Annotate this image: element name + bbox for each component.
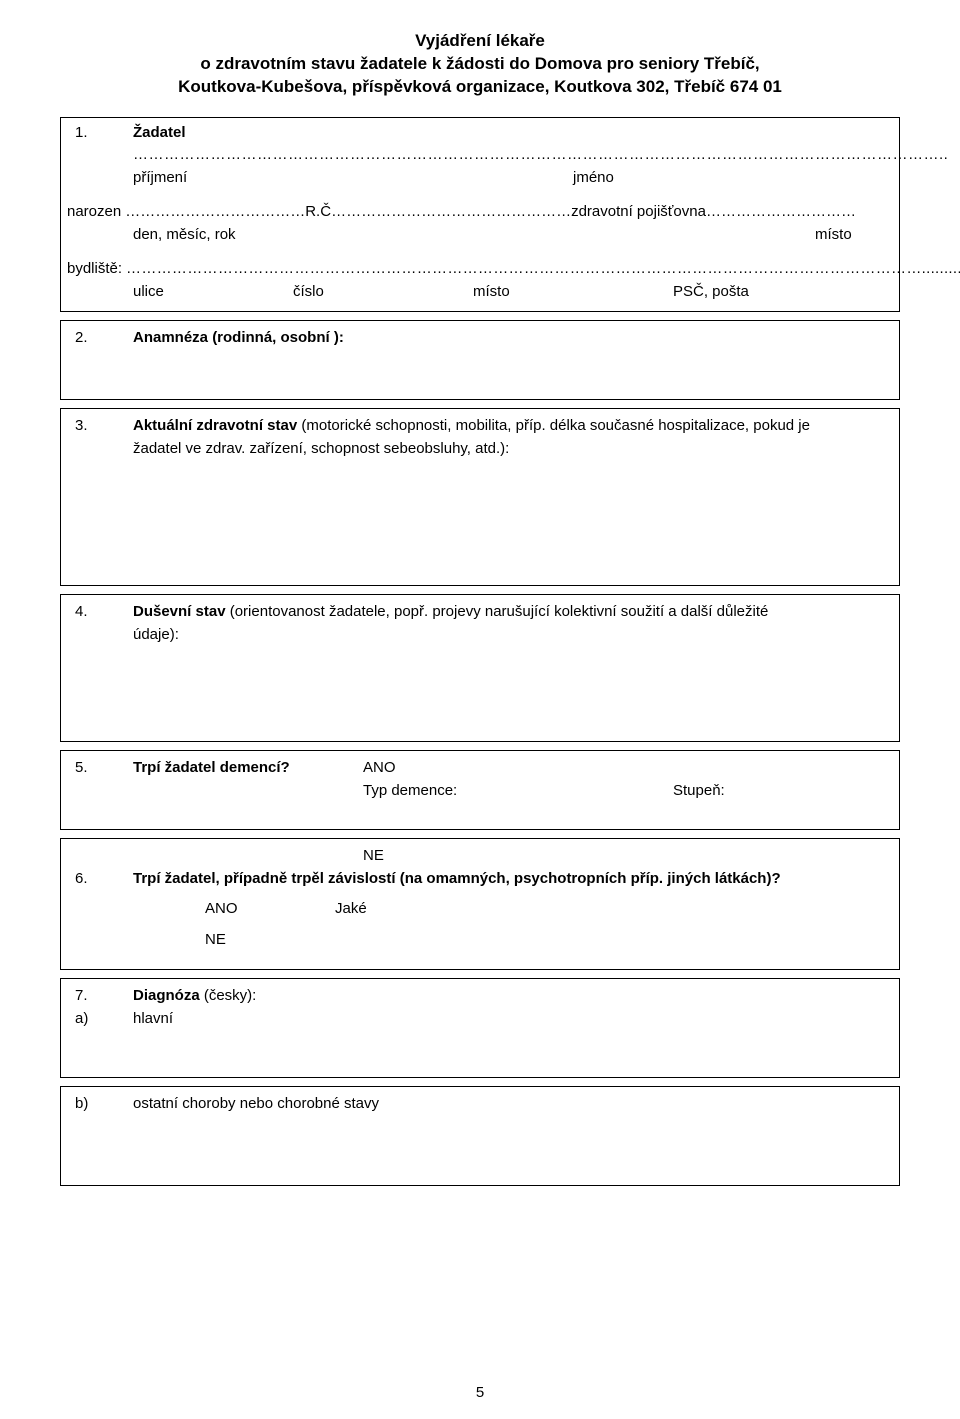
title-line-1: Vyjádření lékaře: [60, 30, 900, 53]
section-3-num: 3.: [75, 415, 133, 438]
firstname-label: jméno: [573, 167, 614, 190]
zip-label: PSČ, pošta: [673, 281, 749, 304]
surname-label: příjmení: [133, 167, 293, 190]
number-label: číslo: [293, 281, 473, 304]
dementia-type-label: Typ demence:: [363, 780, 673, 803]
born-line: narozen ……………………………… R.Č …………………………………………: [67, 201, 885, 224]
section-3-label-rest: (motorické schopnosti, mobilita, příp. d…: [301, 417, 810, 434]
place-label: místo: [815, 224, 885, 247]
residence-line: bydliště: …………………………………………………………………………………: [67, 258, 885, 281]
born-sublabels: den, měsíc, rok místo: [75, 224, 885, 247]
residence-dots: ……………………………………………………………………………………………………………: [126, 258, 960, 281]
insurance-dots: …………………………: [706, 201, 856, 224]
place2-label: místo: [473, 281, 673, 304]
section-4-udaje: údaje):: [133, 624, 885, 647]
born-label: narozen: [67, 201, 121, 224]
page-number: 5: [0, 1384, 960, 1401]
section-5-ano: ANO: [363, 757, 396, 780]
section-6-jake: Jaké: [335, 898, 367, 921]
section-6-ne-top: NE: [363, 845, 384, 868]
section-7b: b): [75, 1093, 133, 1116]
section-7b-other: b) ostatní choroby nebo chorobné stavy: [60, 1086, 900, 1186]
section-1-num: 1.: [75, 122, 133, 145]
section-4-num: 4.: [75, 601, 133, 624]
section-1-applicant: 1. Žadatel ………………………………………………………………………………: [60, 117, 900, 313]
document-title: Vyjádření lékaře o zdravotním stavu žada…: [60, 30, 900, 99]
section-7b-label: ostatní choroby nebo chorobné stavy: [133, 1093, 885, 1116]
section-1-label: Žadatel: [133, 122, 186, 145]
section-7a: a): [75, 1008, 133, 1031]
applicant-name-dots: ……………………………………………………………………………………………………………: [75, 144, 885, 167]
section-2-anamnesis: 2. Anamnéza (rodinná, osobní ):: [60, 320, 900, 400]
applicant-name-labels: příjmení jméno: [75, 167, 885, 190]
section-7-label-bold: Diagnóza: [133, 987, 204, 1004]
residence-label: bydliště:: [67, 258, 122, 281]
rc-dots: …………………………………………: [331, 201, 571, 224]
section-7a-label: hlavní: [133, 1008, 885, 1031]
section-6-ne: NE: [205, 929, 226, 952]
section-6-ano: ANO: [205, 898, 335, 921]
title-line-3: Koutkova-Kubešova, příspěvková organizac…: [60, 76, 900, 99]
title-line-2: o zdravotním stavu žadatele k žádosti do…: [60, 53, 900, 76]
section-3-label-bold: Aktuální zdravotní stav: [133, 417, 301, 434]
section-3-health-status: 3. Aktuální zdravotní stav (motorické sc…: [60, 408, 900, 586]
section-3-label-line2: žadatel ve zdrav. zařízení, schopnost se…: [133, 438, 885, 461]
residence-sublabels: ulice číslo místo PSČ, pošta: [75, 281, 885, 304]
insurance-label: zdravotní pojišťovna: [571, 201, 706, 224]
section-4-label-bold: Duševní stav: [133, 603, 230, 620]
section-7-diagnosis: 7. Diagnóza (česky): a) hlavní: [60, 978, 900, 1078]
section-2-num: 2.: [75, 327, 133, 393]
section-5-num: 5.: [75, 757, 133, 780]
dementia-degree-label: Stupeň:: [673, 780, 725, 803]
section-5-dementia: 5. Trpí žadatel demencí? ANO Typ demence…: [60, 750, 900, 830]
section-6-num: 6.: [75, 868, 133, 891]
born-dots: ………………………………: [125, 201, 305, 224]
section-7-label-rest: (česky):: [204, 987, 257, 1004]
section-7-num: 7.: [75, 985, 133, 1008]
section-6-addiction: NE 6. Trpí žadatel, případně trpěl závis…: [60, 838, 900, 970]
section-6-label: Trpí žadatel, případně trpěl závislostí …: [133, 868, 885, 891]
rc-label: R.Č: [305, 201, 331, 224]
section-4-label-rest: (orientovanost žadatele, popř. projevy n…: [230, 603, 769, 620]
section-4-mental-state: 4. Duševní stav (orientovanost žadatele,…: [60, 594, 900, 742]
section-5-label: Trpí žadatel demencí?: [133, 757, 363, 780]
street-label: ulice: [133, 281, 293, 304]
date-label: den, měsíc, rok: [133, 224, 273, 247]
section-2-label: Anamnéza (rodinná, osobní ):: [133, 327, 885, 393]
